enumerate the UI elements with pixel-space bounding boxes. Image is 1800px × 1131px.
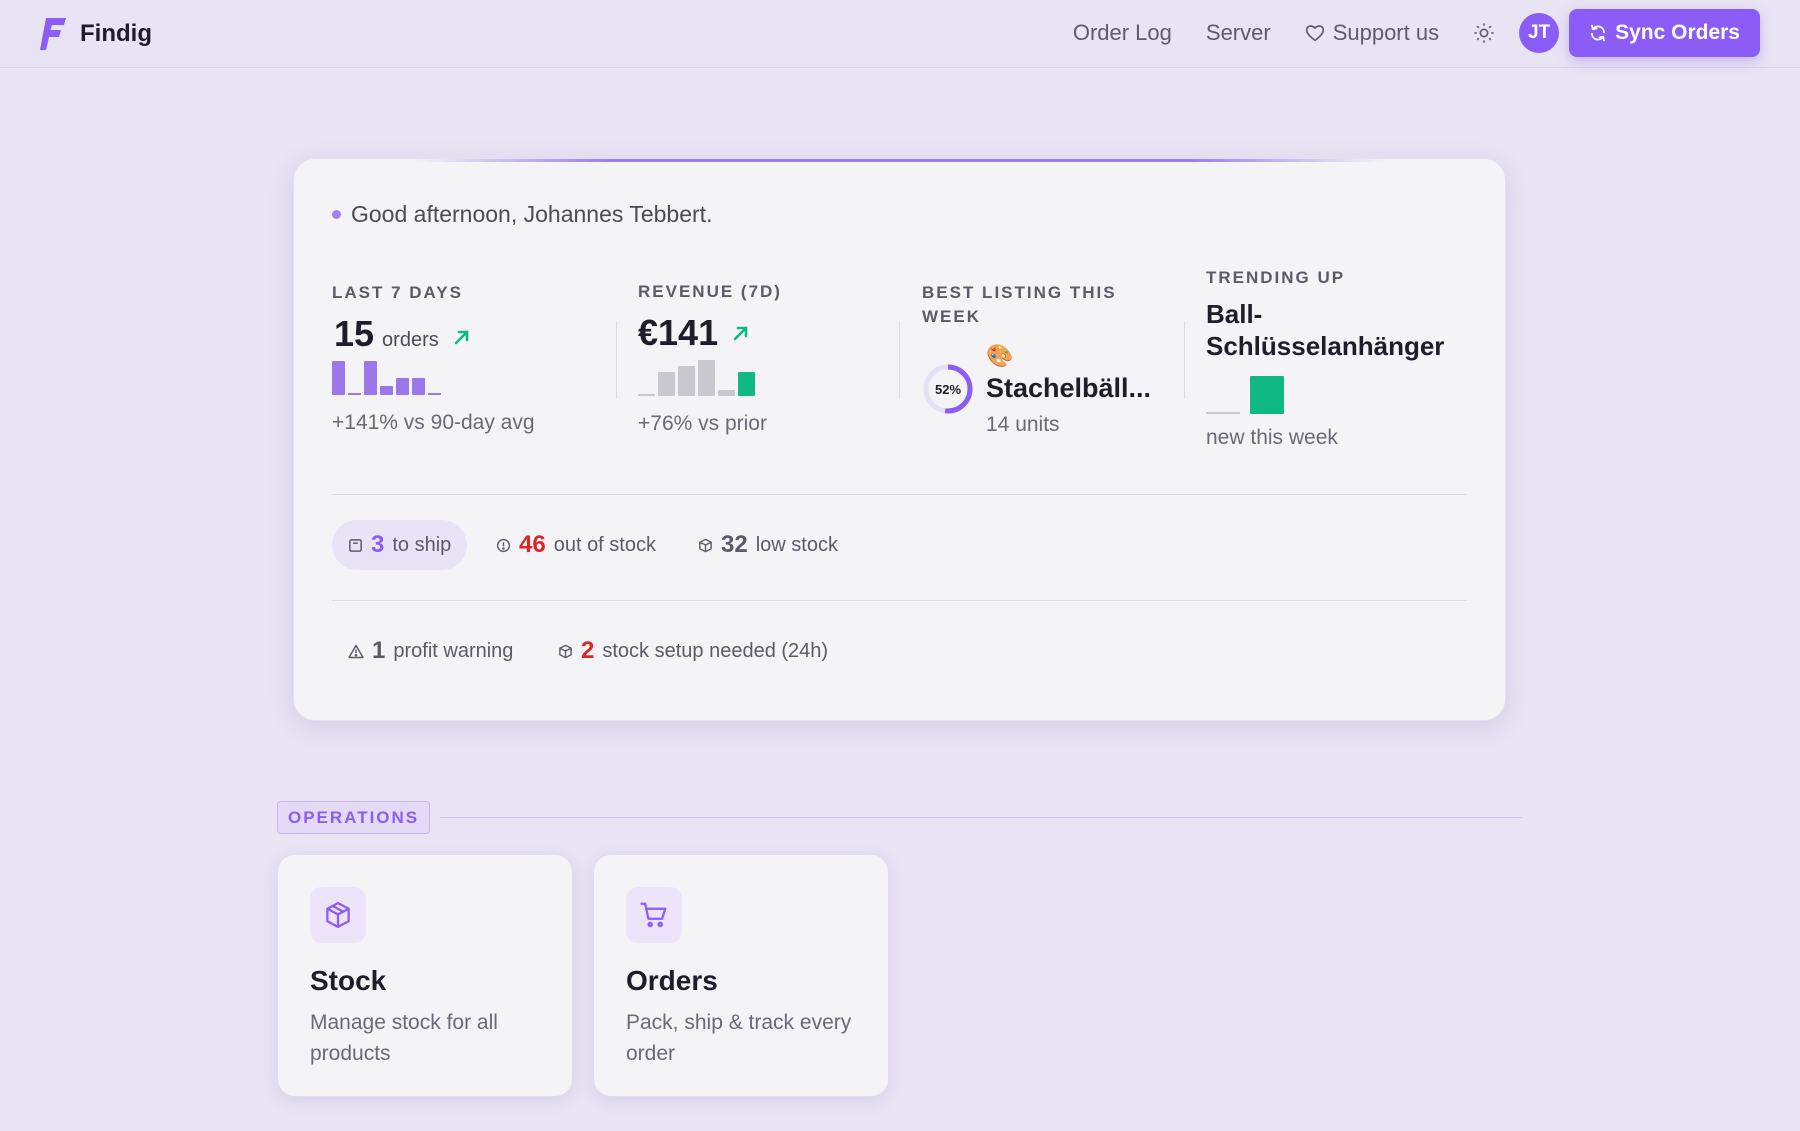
stat-revenue-value: €141 (638, 312, 719, 353)
profit-warning-count: 1 (372, 637, 386, 664)
stat-orders-unit: orders (382, 329, 439, 351)
stock-setup-pill[interactable]: 2 stock setup needed (24h) (542, 626, 844, 676)
profit-warning-pill[interactable]: 1 profit warning (332, 626, 529, 676)
sparkline-bar (658, 372, 675, 396)
stock-tile-description: Manage stock for all products (310, 1011, 498, 1065)
stock-tile-title: Stock (310, 965, 387, 996)
orders-tile-description: Pack, ship & track every order (626, 1011, 852, 1065)
app-name: Findig (80, 20, 152, 47)
stat-trending-label: TRENDING UP (1206, 268, 1346, 287)
best-listing-progress-ring: 52% (923, 364, 973, 414)
sparkline-bar (678, 366, 695, 396)
sparkline-bar (738, 372, 755, 396)
sun-icon (1474, 23, 1494, 43)
stock-setup-count: 2 (581, 637, 595, 664)
sparkline-bar (1206, 412, 1240, 414)
stat-revenue-comparison: +76% vs prior (638, 412, 767, 435)
sync-orders-button[interactable]: Sync Orders (1569, 9, 1760, 57)
stat-orders-sparkline (332, 361, 452, 395)
stat-revenue-sparkline (638, 360, 758, 396)
stat-divider (899, 321, 900, 399)
stat-divider (1184, 321, 1185, 399)
stat-orders-value-row: 15 orders (334, 313, 471, 355)
stat-best-listing-label: BEST LISTING THIS WEEK (922, 283, 1117, 326)
operations-section-label: OPERATIONS (277, 801, 431, 834)
stock-tile[interactable]: Stock Manage stock for all products (277, 854, 573, 1097)
card-divider (332, 600, 1467, 601)
sparkline-bar (698, 360, 715, 396)
warning-triangle-icon (348, 644, 364, 658)
sparkline-bar (428, 393, 441, 395)
sparkline-bar (332, 361, 345, 395)
theme-toggle[interactable] (1473, 22, 1495, 44)
stat-orders-label: LAST 7 DAYS (332, 283, 463, 302)
sparkline-bar (638, 394, 655, 396)
box-icon (699, 538, 712, 552)
sparkline-bar (1250, 376, 1284, 414)
greeting-dot (332, 210, 341, 219)
box-icon (559, 644, 572, 658)
sparkline-bar (718, 390, 735, 396)
stock-setup-label: stock setup needed (24h) (602, 639, 829, 662)
stat-divider (616, 321, 617, 399)
out-of-stock-count: 46 (519, 531, 546, 558)
sparkline-bar (396, 378, 409, 395)
top-bar: Findig Order Log Server Support us JT (0, 0, 1800, 68)
trending-sparkline (1206, 376, 1296, 414)
profit-warning-label: profit warning (393, 639, 514, 662)
summary-card: Good afternoon, Johannes Tebbert. LAST 7… (293, 158, 1506, 721)
card-divider (332, 494, 1467, 495)
operations-divider (440, 817, 1522, 818)
best-listing-units: 14 units (986, 413, 1060, 436)
stock-tile-icon-wrap (310, 887, 366, 943)
stat-revenue-label: REVENUE (7D) (638, 282, 782, 301)
package-icon (349, 538, 362, 552)
to-ship-label: to ship (392, 533, 452, 556)
best-listing-emoji: 🎨 (986, 343, 1014, 368)
orders-tile[interactable]: Orders Pack, ship & track every order (593, 854, 889, 1097)
sparkline-bar (348, 393, 361, 395)
stat-orders-comparison: +141% vs 90-day avg (332, 411, 535, 434)
low-stock-count: 32 (721, 531, 748, 558)
orders-tile-title: Orders (626, 965, 718, 996)
low-stock-pill[interactable]: 32 low stock (682, 520, 854, 570)
trending-note: new this week (1206, 426, 1338, 449)
top-nav: Order Log Server Support us JT Sync Orde… (1073, 9, 1760, 57)
card-accent-line (414, 159, 1385, 162)
nav-server[interactable]: Server (1205, 20, 1271, 45)
shopping-cart-icon (640, 902, 667, 928)
sparkline-bar (412, 378, 425, 395)
findig-logo-icon (40, 18, 66, 50)
best-listing-name: Stachelbäll... (986, 373, 1152, 403)
to-ship-count: 3 (371, 531, 385, 558)
to-ship-pill[interactable]: 3 to ship (332, 520, 468, 570)
best-listing-percent: 52% (935, 382, 961, 397)
greeting: Good afternoon, Johannes Tebbert. (332, 201, 712, 228)
out-of-stock-pill[interactable]: 46 out of stock (480, 520, 672, 570)
sparkline-bar (364, 361, 377, 395)
sync-orders-label: Sync Orders (1615, 21, 1740, 44)
stat-orders-value: 15 (334, 313, 375, 354)
heart-icon (1305, 25, 1324, 42)
nav-support-us[interactable]: Support us (1305, 20, 1439, 46)
stat-revenue-value-row: €141 (638, 312, 750, 354)
trend-up-icon (454, 330, 469, 345)
out-of-stock-label: out of stock (553, 533, 656, 556)
logo[interactable]: Findig (40, 16, 152, 52)
trend-up-icon (733, 326, 748, 341)
nav-order-log[interactable]: Order Log (1072, 20, 1172, 45)
refresh-icon (1591, 24, 1605, 42)
package-icon (326, 902, 350, 928)
low-stock-label: low stock (755, 533, 838, 556)
sparkline-bar (380, 386, 393, 395)
orders-tile-icon-wrap (626, 887, 682, 943)
alert-circle-icon (496, 538, 511, 552)
trending-name: Ball-Schlüsselanhänger (1206, 299, 1445, 361)
nav-support-label: Support us (1332, 20, 1440, 45)
greeting-text: Good afternoon, Johannes Tebbert. (351, 201, 713, 227)
user-avatar[interactable]: JT (1519, 13, 1560, 53)
